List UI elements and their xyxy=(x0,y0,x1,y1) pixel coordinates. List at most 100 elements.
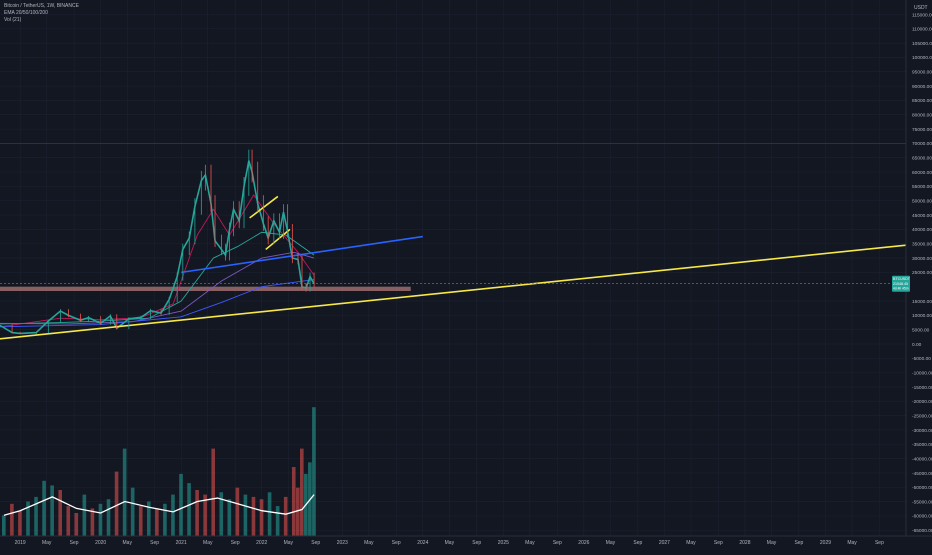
volume-bar xyxy=(98,503,103,536)
volume-bar xyxy=(179,473,183,536)
volume-bar xyxy=(42,480,46,536)
time-tick-label: May xyxy=(445,540,455,546)
volume-bar xyxy=(138,506,143,536)
volume-bar xyxy=(2,515,6,536)
price-tick-label: 75000.00 xyxy=(912,127,932,133)
long-term-support-line xyxy=(0,244,907,340)
volume-bar xyxy=(130,487,135,536)
time-tick-label: Sep xyxy=(70,540,79,546)
support-zone xyxy=(0,286,411,291)
time-tick-label: 2029 xyxy=(820,540,831,546)
time-tick-label: May xyxy=(203,540,213,546)
volume-bar xyxy=(211,448,216,536)
price-tick-label: -40000.00 xyxy=(912,456,932,462)
price-tick-label: 110000.00 xyxy=(912,27,932,33)
volume-bar xyxy=(251,496,256,536)
time-axis[interactable]: 2019 May Sep 2020 May Sep 2021 May Sep 2022 May Sep… xyxy=(15,540,885,546)
time-tick-label: May xyxy=(847,540,857,546)
price-tick-label: -60000.00 xyxy=(912,514,932,520)
last-price-value: 21048.45 xyxy=(893,282,908,286)
volume-ma-line xyxy=(3,494,315,516)
time-tick-label: Sep xyxy=(150,540,159,546)
volume-bar xyxy=(227,499,232,536)
price-tick-label: 5000.00 xyxy=(912,327,930,333)
ema-line xyxy=(0,251,315,325)
volume-bar xyxy=(163,503,167,536)
volume-bar xyxy=(219,492,224,536)
price-axis[interactable]: 115000.00 110000.00 105000.00 100000.00 9500… xyxy=(912,12,932,534)
time-tick-label: Sep xyxy=(633,540,642,546)
price-tick-label: -10000.00 xyxy=(912,370,932,376)
time-tick-label: 2020 xyxy=(95,540,106,546)
channel-upper-line xyxy=(249,195,279,219)
last-price-countdown: 4d 4h 45m xyxy=(893,287,909,291)
volume-bar xyxy=(50,485,54,536)
price-tick-label: 35000.00 xyxy=(912,242,932,248)
time-tick-label: 2019 xyxy=(15,540,26,546)
price-tick-label: 85000.00 xyxy=(912,98,932,104)
volume-bar xyxy=(283,496,288,536)
volume-bar xyxy=(106,499,111,536)
time-tick-label: 2028 xyxy=(739,540,750,546)
time-tick-label: Sep xyxy=(231,540,240,546)
volume-bar xyxy=(155,508,159,536)
price-tick-label: 45000.00 xyxy=(912,213,932,219)
volume-bar xyxy=(291,467,296,536)
price-tick-label: 55000.00 xyxy=(912,184,932,190)
volume-bar xyxy=(243,494,248,536)
price-tick-label: -20000.00 xyxy=(912,399,932,405)
volume-bar xyxy=(171,494,175,536)
time-tick-label: May xyxy=(364,540,374,546)
price-tick-label: 40000.00 xyxy=(912,227,932,233)
price-tick-label: -5000.00 xyxy=(912,356,931,362)
price-tick-label: -25000.00 xyxy=(912,413,932,419)
legend-volume[interactable]: Vol (21) xyxy=(4,17,22,23)
price-tick-label: 80000.00 xyxy=(912,113,932,119)
volume-bar xyxy=(312,407,316,536)
time-tick-label: Sep xyxy=(472,540,481,546)
price-tick-label: -50000.00 xyxy=(912,485,932,491)
time-tick-label: May xyxy=(123,540,133,546)
volume-bar xyxy=(10,503,14,536)
volume-bar xyxy=(26,501,30,536)
price-tick-label: 0.00 xyxy=(912,342,922,348)
time-tick-label: Sep xyxy=(553,540,562,546)
price-tick-label: 105000.00 xyxy=(912,41,932,47)
legend-ema[interactable]: EMA 20/50/100/200 xyxy=(4,10,48,16)
price-tick-label: 70000.00 xyxy=(912,141,932,147)
time-tick-label: Sep xyxy=(875,540,884,546)
channel-lower-line xyxy=(265,228,291,251)
time-tick-label: May xyxy=(767,540,777,546)
volume-bar xyxy=(187,483,191,536)
price-tick-label: -45000.00 xyxy=(912,471,932,477)
volume-bar xyxy=(66,506,71,536)
price-tick-label: 115000.00 xyxy=(912,12,932,18)
time-tick-label: May xyxy=(606,540,616,546)
volume-bar xyxy=(82,494,87,536)
time-tick-label: 2022 xyxy=(256,540,267,546)
price-series xyxy=(0,160,315,335)
legend-symbol[interactable]: Bitcoin / TetherUS, 1W, BINANCE xyxy=(4,3,79,9)
time-tick-label: Sep xyxy=(794,540,803,546)
volume-bar xyxy=(203,494,207,536)
volume-bar xyxy=(122,448,127,536)
volume-bar xyxy=(34,496,38,536)
volume-bar xyxy=(146,501,151,536)
price-tick-label: -35000.00 xyxy=(912,442,932,448)
price-tick-label: 50000.00 xyxy=(912,199,932,205)
price-tick-label: -15000.00 xyxy=(912,385,932,391)
volume-bar xyxy=(18,510,22,536)
last-price-symbol: BTCUSDT xyxy=(893,277,911,281)
price-tick-label: 90000.00 xyxy=(912,84,932,90)
time-tick-label: 2023 xyxy=(337,540,348,546)
grid-lines xyxy=(0,0,906,536)
time-tick-label: Sep xyxy=(714,540,723,546)
volume-bar xyxy=(295,487,300,536)
volume-bar xyxy=(267,492,272,536)
chart-legend: Bitcoin / TetherUS, 1W, BINANCE EMA 20/5… xyxy=(4,3,79,24)
time-tick-label: Sep xyxy=(311,540,320,546)
time-tick-label: May xyxy=(42,540,52,546)
